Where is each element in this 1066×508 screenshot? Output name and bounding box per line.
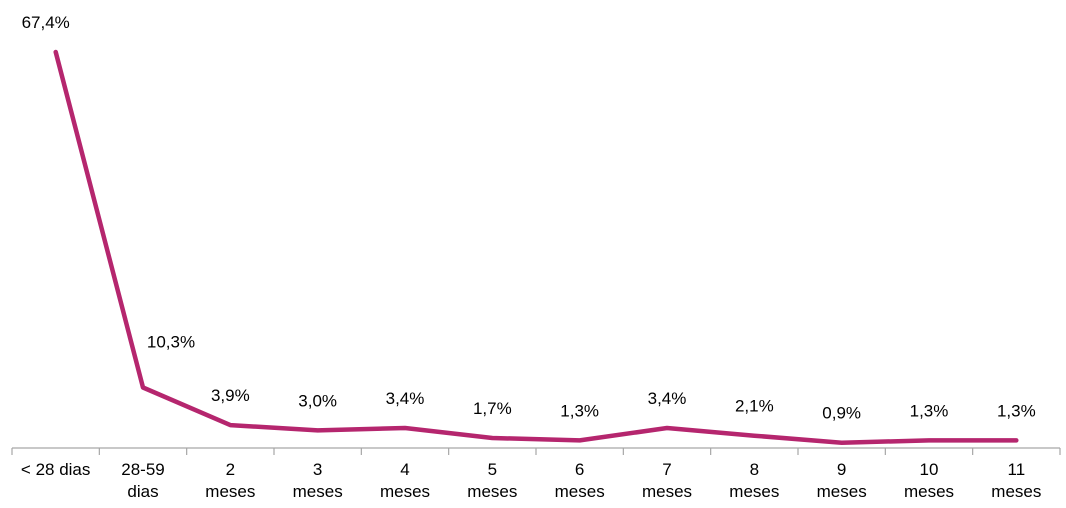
x-tick-label: 11 meses bbox=[991, 460, 1041, 501]
x-tick-label: 9 meses bbox=[817, 460, 867, 501]
data-label: 3,4% bbox=[386, 389, 425, 408]
x-axis bbox=[11, 447, 1061, 455]
x-tick-label: 5 meses bbox=[467, 460, 517, 501]
series-line bbox=[53, 49, 1019, 445]
data-label: 1,3% bbox=[910, 401, 949, 420]
data-label: 0,9% bbox=[822, 404, 861, 423]
series-layer bbox=[53, 49, 1019, 445]
data-label: 1,3% bbox=[997, 401, 1036, 420]
data-label: 10,3% bbox=[147, 332, 195, 351]
x-tick-label: 2 meses bbox=[205, 460, 255, 501]
data-label: 3,9% bbox=[211, 386, 250, 405]
x-tick-label: 6 meses bbox=[555, 460, 605, 501]
data-label: 3,4% bbox=[648, 389, 687, 408]
data-label: 1,3% bbox=[560, 401, 599, 420]
x-tick-label: 7 meses bbox=[642, 460, 692, 501]
data-label: 67,4% bbox=[22, 13, 70, 32]
x-tick-label: 4 meses bbox=[380, 460, 430, 501]
x-tick-label: 28-59 dias bbox=[121, 460, 164, 501]
x-tick-label: 10 meses bbox=[904, 460, 954, 501]
data-label: 1,7% bbox=[473, 399, 512, 418]
data-label: 3,0% bbox=[298, 391, 337, 410]
data-label: 2,1% bbox=[735, 397, 774, 416]
x-tick-label: 3 meses bbox=[293, 460, 343, 501]
category-labels: < 28 dias 28-59 dias 2 meses 3 meses 4 meses 5 mes… bbox=[21, 460, 1041, 501]
x-tick-label: < 28 dias bbox=[21, 460, 90, 479]
x-tick-label: 8 meses bbox=[729, 460, 779, 501]
data-labels: 67,4% 10,3% 3,9% 3,0% 3,4% 1,7% 1,3% 3,4% 2,1% 0,… bbox=[22, 13, 1036, 423]
